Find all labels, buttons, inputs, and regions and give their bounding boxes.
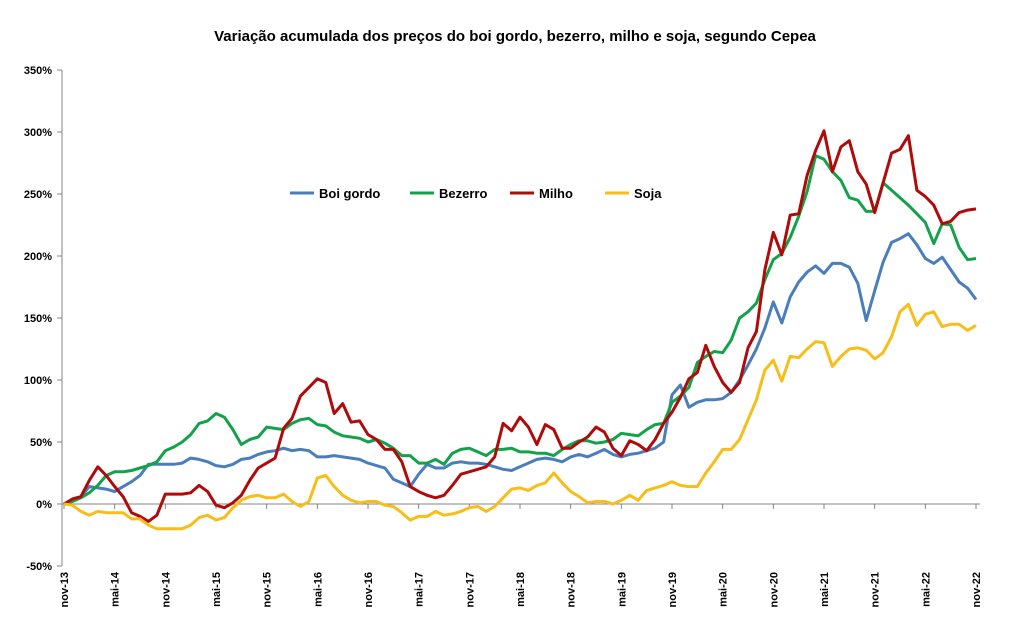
series-line-milho xyxy=(63,129,977,523)
x-tick-label: nov-15 xyxy=(262,572,274,607)
x-tick-label: nov-22 xyxy=(971,572,983,607)
x-tick-label: nov-19 xyxy=(667,572,679,607)
x-tick-label: nov-13 xyxy=(59,572,71,607)
legend: Boi gordo Bezerro Milho Soja xyxy=(290,186,662,201)
x-tick-label: nov-21 xyxy=(870,572,882,607)
series-line-bezerro xyxy=(63,154,977,506)
x-tick-label: nov-14 xyxy=(160,571,172,607)
legend-label: Milho xyxy=(539,186,573,201)
x-tick-label: mai-16 xyxy=(312,572,324,607)
x-tick-label: mai-19 xyxy=(616,572,628,607)
x-tick-label: nov-17 xyxy=(464,572,476,607)
x-tick-label: mai-20 xyxy=(718,572,730,607)
x-tick-label: nov-16 xyxy=(363,572,375,607)
chart-title: Variação acumulada dos preços do boi gor… xyxy=(214,28,816,45)
y-tick-label: 300% xyxy=(24,127,52,139)
x-tick-label: mai-14 xyxy=(110,571,122,607)
legend-label: Soja xyxy=(634,186,662,201)
y-axis: -50% 0% 50% 100% 150% 200% 250% 300% 350% xyxy=(24,65,63,573)
x-tick-label: mai-22 xyxy=(920,572,932,607)
y-tick-label: 150% xyxy=(24,313,52,325)
x-tick-label: nov-18 xyxy=(566,572,578,607)
y-tick-label: 250% xyxy=(24,189,52,201)
x-tick-label: mai-17 xyxy=(414,572,426,607)
legend-label: Bezerro xyxy=(439,186,487,201)
x-tick-label: mai-18 xyxy=(515,572,527,607)
y-tick-label: 0% xyxy=(36,499,52,511)
y-tick-label: 100% xyxy=(24,375,52,387)
series-lines xyxy=(63,129,978,531)
y-tick-label: 200% xyxy=(24,251,52,263)
series-line-boi-gordo xyxy=(63,232,978,506)
x-tick-label: mai-21 xyxy=(819,572,831,607)
x-tick-label: nov-20 xyxy=(768,572,780,607)
x-tick-label: mai-15 xyxy=(211,572,223,607)
y-tick-label: -50% xyxy=(26,561,52,573)
y-tick-label: 350% xyxy=(24,65,52,77)
legend-label: Boi gordo xyxy=(319,186,380,201)
y-tick-label: 50% xyxy=(30,437,52,449)
series-line-soja xyxy=(63,302,977,531)
